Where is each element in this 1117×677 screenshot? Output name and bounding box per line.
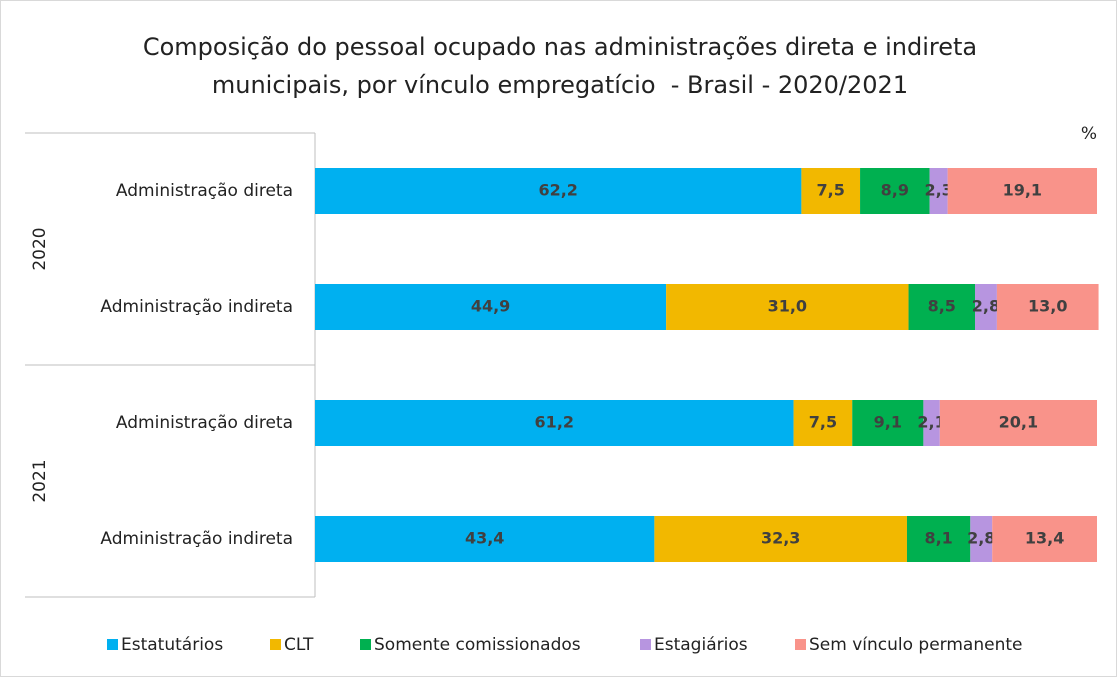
group-label: 2021 (30, 459, 50, 502)
legend-swatch (795, 639, 806, 650)
data-label: 43,4 (465, 529, 504, 548)
group-label: 2020 (30, 227, 50, 270)
bar-segment (970, 516, 993, 562)
legend-label: Estatutários (121, 635, 223, 655)
y-tick-label: Administração indireta (100, 297, 293, 317)
data-label: 62,2 (538, 181, 577, 200)
data-label: 19,1 (1003, 181, 1042, 200)
legend-swatch (107, 639, 118, 650)
data-label: 2,8 (972, 297, 1000, 316)
legend-label: Estagiários (654, 635, 748, 655)
data-label: 44,9 (471, 297, 510, 316)
y-tick-label: Administração direta (116, 413, 293, 433)
bar-segment (315, 516, 655, 562)
data-label: 61,2 (535, 413, 574, 432)
legend-label: Sem vínculo permanente (809, 635, 1022, 655)
bar-segment (939, 400, 1097, 446)
bar-segment (906, 516, 971, 562)
bar-segment (975, 284, 997, 330)
legend-swatch (270, 639, 281, 650)
bar-segment (860, 168, 930, 214)
bar-segment (654, 516, 907, 562)
data-label: 8,5 (928, 297, 956, 316)
bar-segment (852, 400, 924, 446)
bar-segment (793, 400, 853, 446)
bar-segment (947, 168, 1097, 214)
data-label: 7,5 (817, 181, 845, 200)
y-tick-label: Administração indireta (100, 529, 293, 549)
legend-swatch (640, 639, 651, 650)
legend-label: Somente comissionados (374, 635, 581, 655)
data-label: 9,1 (874, 413, 902, 432)
legend-label: CLT (284, 635, 314, 655)
data-label: 13,4 (1025, 529, 1064, 548)
bar-segment (666, 284, 909, 330)
bar-segment (801, 168, 861, 214)
data-label: 32,3 (761, 529, 800, 548)
bar-segment (992, 516, 1097, 562)
data-label: 8,9 (881, 181, 909, 200)
bar-segment (923, 400, 940, 446)
bar-segment (929, 168, 948, 214)
data-label: 20,1 (999, 413, 1038, 432)
chart-title: Composição do pessoal ocupado nas admini… (142, 33, 985, 99)
legend-swatch (360, 639, 371, 650)
data-label: 2,1 (917, 413, 945, 432)
bar-segment (315, 168, 802, 214)
unit-label: % (1081, 124, 1097, 144)
bar-segment (315, 400, 794, 446)
data-label: 31,0 (768, 297, 807, 316)
bar-segment (315, 284, 667, 330)
data-label: 8,1 (924, 529, 952, 548)
data-label: 13,0 (1028, 297, 1067, 316)
y-tick-label: Administração direta (116, 181, 293, 201)
bar-segment (996, 284, 1099, 330)
data-label: 2,8 (967, 529, 995, 548)
data-label: 2,3 (924, 181, 952, 200)
data-label: 7,5 (809, 413, 837, 432)
bar-segment (908, 284, 976, 330)
